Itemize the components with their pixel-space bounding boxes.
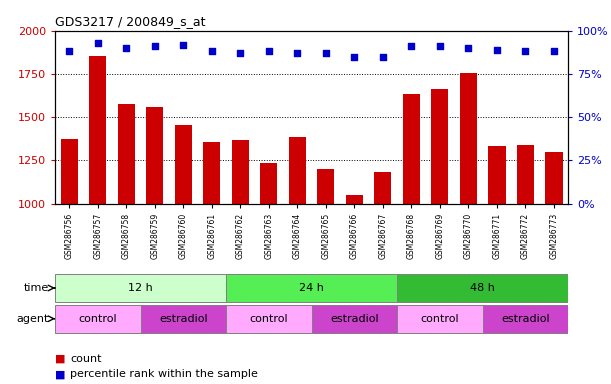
Text: estradiol: estradiol	[501, 314, 550, 324]
Point	[122, 45, 131, 51]
Point	[464, 45, 474, 51]
Bar	[226, 305, 312, 333]
Bar	[55, 274, 226, 302]
Bar	[55, 305, 141, 333]
Bar	[289, 137, 306, 376]
Text: count: count	[70, 354, 102, 364]
Point	[293, 50, 302, 56]
Point	[93, 40, 103, 46]
Point	[321, 50, 331, 56]
Bar	[232, 141, 249, 376]
Bar	[397, 305, 483, 333]
Text: time: time	[24, 283, 49, 293]
Text: control: control	[78, 314, 117, 324]
Bar	[346, 195, 363, 376]
Point	[64, 48, 74, 55]
Bar	[60, 139, 78, 376]
Bar	[483, 305, 568, 333]
Bar	[118, 104, 135, 376]
Point	[521, 48, 530, 55]
Bar	[146, 107, 163, 376]
Bar	[317, 169, 334, 376]
Point	[492, 46, 502, 53]
Text: ■: ■	[55, 369, 65, 379]
Text: estradiol: estradiol	[330, 314, 379, 324]
Bar	[375, 172, 392, 376]
Point	[378, 53, 388, 60]
Text: percentile rank within the sample: percentile rank within the sample	[70, 369, 258, 379]
Bar	[260, 163, 277, 376]
Text: 24 h: 24 h	[299, 283, 324, 293]
Bar	[431, 89, 448, 376]
Point	[435, 43, 445, 50]
Text: 12 h: 12 h	[128, 283, 153, 293]
Point	[549, 48, 559, 55]
Text: estradiol: estradiol	[159, 314, 208, 324]
Bar	[89, 56, 106, 376]
Bar	[546, 152, 563, 376]
Point	[406, 43, 416, 50]
Point	[235, 50, 245, 56]
Text: control: control	[420, 314, 459, 324]
Bar	[397, 274, 568, 302]
Bar	[488, 146, 505, 376]
Point	[207, 48, 217, 55]
Text: agent: agent	[16, 314, 49, 324]
Bar	[175, 125, 192, 376]
Point	[178, 41, 188, 48]
Text: GDS3217 / 200849_s_at: GDS3217 / 200849_s_at	[55, 15, 205, 28]
Bar	[141, 305, 226, 333]
Bar	[312, 305, 397, 333]
Text: ■: ■	[55, 354, 65, 364]
Bar	[460, 73, 477, 376]
Point	[150, 43, 159, 50]
Bar	[403, 94, 420, 376]
Bar	[203, 142, 221, 376]
Point	[264, 48, 274, 55]
Text: control: control	[249, 314, 288, 324]
Bar	[517, 145, 534, 376]
Point	[349, 53, 359, 60]
Text: 48 h: 48 h	[470, 283, 495, 293]
Bar	[226, 274, 397, 302]
